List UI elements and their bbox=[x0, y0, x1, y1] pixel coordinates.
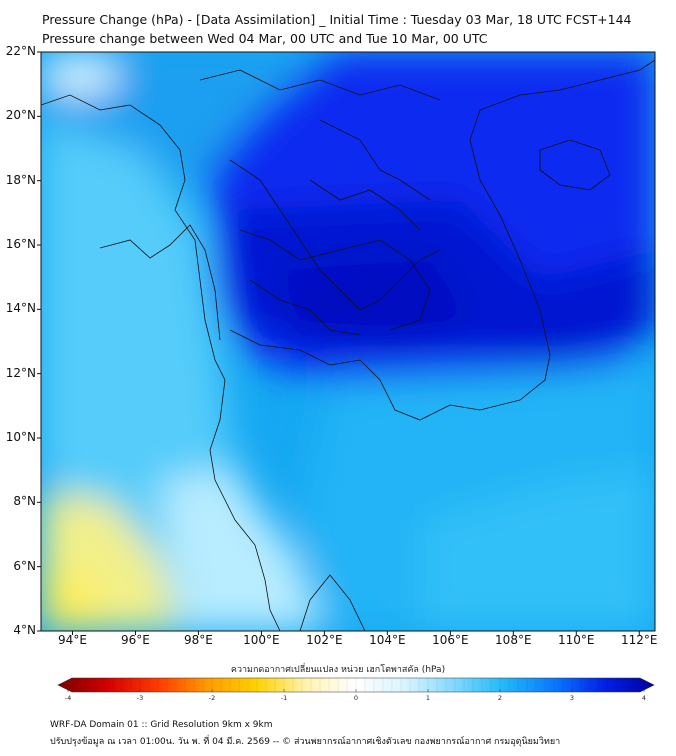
footer-model-info: WRF-DA Domain 01 :: Grid Resolution 9km … bbox=[50, 720, 273, 730]
colorbar-tick-label: 4 bbox=[641, 694, 647, 702]
colorbar-tick-label: 1 bbox=[425, 694, 431, 702]
lon-tick-label: 112°E bbox=[621, 633, 658, 647]
colorbar-bar bbox=[57, 677, 655, 693]
colorbar-tick-label: 3 bbox=[569, 694, 575, 702]
lon-tick-label: 102°E bbox=[306, 633, 343, 647]
footer-update-info: ปรับปรุงข้อมูล ณ เวลา 01:00น. วัน พ. ที่… bbox=[50, 737, 561, 747]
lon-tick-label: 100°E bbox=[243, 633, 280, 647]
lat-tick-label: 16°N bbox=[5, 237, 36, 251]
lon-tick-label: 96°E bbox=[121, 633, 150, 647]
lon-tick-label: 98°E bbox=[183, 633, 213, 647]
lon-tick-label: 104°E bbox=[369, 633, 406, 647]
lat-tick-label: 8°N bbox=[13, 494, 36, 509]
lat-tick-label: 18°N bbox=[5, 172, 36, 187]
coastlines bbox=[41, 59, 655, 631]
map-title-line1: Pressure Change (hPa) - [Data Assimilati… bbox=[42, 12, 632, 27]
lat-tick-label: 20°N bbox=[5, 108, 36, 123]
colorbar-tick-label: -4 bbox=[64, 694, 72, 702]
lat-tick-label: 4°N bbox=[13, 623, 36, 637]
map-frame bbox=[40, 51, 656, 632]
lat-tick-label: 22°N bbox=[5, 44, 36, 58]
colorbar-tick-label: -2 bbox=[208, 694, 216, 702]
lat-tick-label: 12°N bbox=[5, 365, 36, 380]
lon-tick-label: 94°E bbox=[58, 633, 87, 647]
colorbar-label: ความกดอากาศเปลี่ยนแปลง หน่วย เฮกโตพาสคัล… bbox=[230, 665, 446, 675]
colorbar-tick-label: 2 bbox=[497, 694, 503, 702]
lon-tick-label: 110°E bbox=[558, 633, 595, 647]
lat-tick-label: 6°N bbox=[13, 558, 36, 573]
colorbar-tick-label: -1 bbox=[280, 694, 288, 702]
lat-tick-label: 14°N bbox=[5, 301, 36, 316]
lon-tick-label: 106°E bbox=[432, 633, 469, 647]
colorbar-tick-label: 0 bbox=[353, 694, 359, 702]
lat-tick-label: 10°N bbox=[5, 430, 36, 444]
lon-tick-label: 108°E bbox=[495, 633, 532, 647]
pressure-field bbox=[41, 52, 655, 631]
colorbar-tick-label: -3 bbox=[136, 694, 144, 702]
map-title-line2: Pressure change between Wed 04 Mar, 00 U… bbox=[42, 31, 488, 46]
